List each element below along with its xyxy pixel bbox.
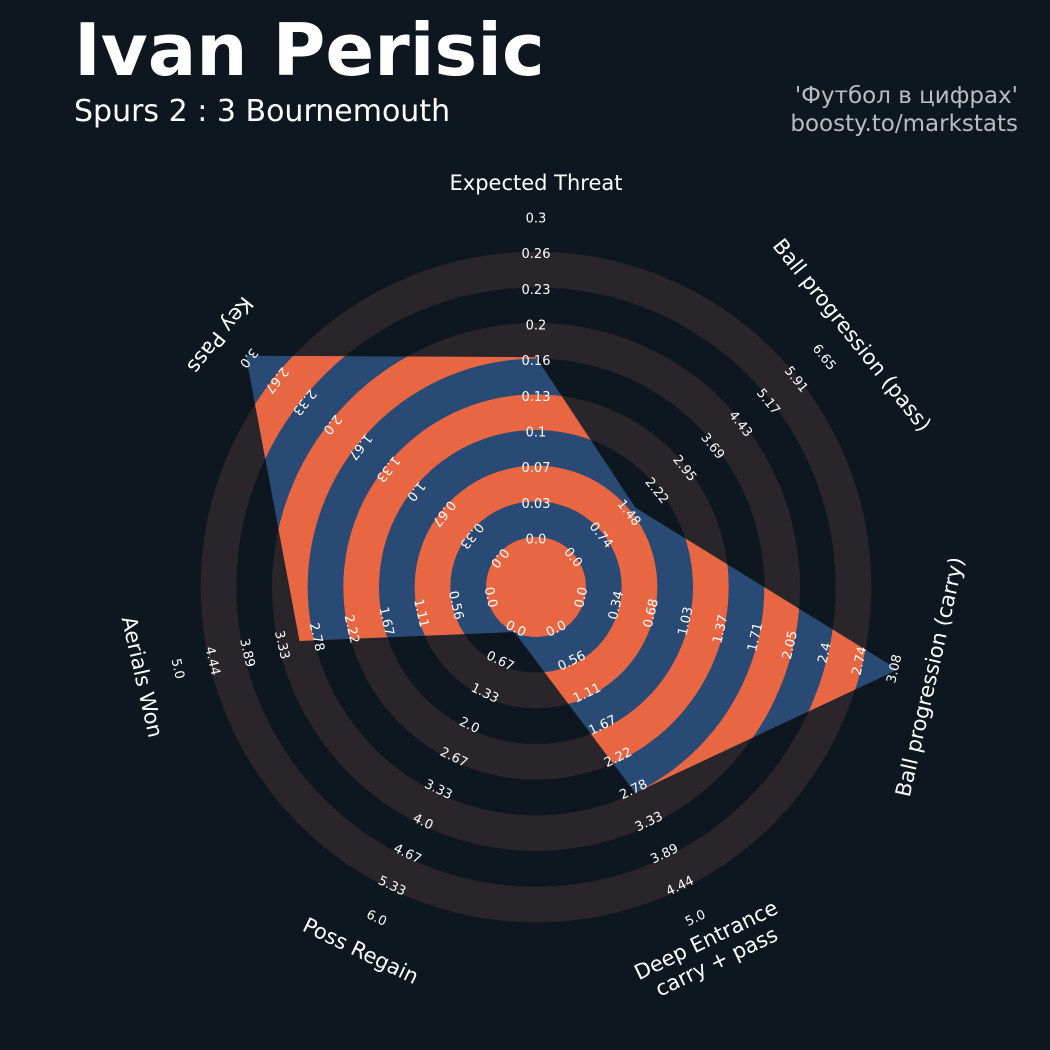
tick-label-2-2: 0.68	[641, 598, 662, 630]
tick-label-2-4: 1.37	[710, 613, 731, 645]
credit-line-channel: 'Футбол в цифрах'	[794, 83, 1018, 109]
tick-label-0-7: 0.23	[522, 283, 551, 298]
tick-label-2-3: 1.03	[676, 606, 697, 638]
credit-block: 'Футбол в цифрах' boosty.to/markstats	[790, 82, 1018, 138]
tick-label-2-6: 2.05	[780, 629, 801, 661]
tick-label-5-6: 3.33	[271, 629, 292, 661]
axis-label-0: Expected Threat	[450, 171, 623, 195]
tick-label-2-1: 0.34	[606, 590, 627, 622]
tick-label-5-7: 3.89	[236, 637, 257, 669]
tick-label-5-4: 2.22	[341, 613, 362, 645]
axis-label-5: Aerials Won	[117, 614, 168, 740]
polygon-stripe-0	[486, 537, 586, 637]
tick-label-4-9: 6.0	[364, 907, 389, 929]
axis-label-5-line-0: Aerials Won	[117, 614, 168, 740]
tick-label-5-9: 5.0	[168, 657, 187, 681]
axis-label-2: Ball progression (carry)	[891, 555, 969, 799]
axis-label-4: Poss Regain	[299, 913, 422, 989]
tick-label-0-0: 0.0	[526, 533, 547, 548]
axis-label-2-line-0: Ball progression (carry)	[891, 555, 969, 799]
tick-label-5-3: 1.67	[375, 606, 396, 638]
tick-label-0-9: 0.3	[526, 212, 547, 227]
tick-label-5-8: 4.44	[201, 645, 222, 677]
tick-label-2-7: 2.4	[816, 641, 835, 665]
credit-line-url: boosty.to/markstats	[790, 111, 1018, 138]
tick-label-5-5: 2.78	[306, 621, 327, 653]
tick-label-0-4: 0.13	[522, 390, 551, 405]
axis-label-3: Deep Entrancecarry + pass	[631, 896, 792, 1007]
tick-label-5-2: 1.11	[410, 598, 431, 630]
tick-label-0-3: 0.1	[526, 426, 547, 441]
tick-label-5-1: 0.56	[445, 590, 466, 622]
tick-label-0-5: 0.16	[522, 354, 551, 369]
tick-label-0-8: 0.26	[522, 247, 551, 262]
axis-label-4-line-0: Poss Regain	[299, 913, 422, 989]
page-title: Ivan Perisic	[74, 8, 545, 92]
tick-label-0-2: 0.07	[522, 461, 551, 476]
tick-label-1-9: 6.65	[809, 342, 839, 374]
tick-label-3-9: 5.0	[683, 907, 708, 929]
player-polygon	[245, 355, 898, 793]
axis-label-0-line-0: Expected Threat	[450, 171, 623, 195]
match-subtitle: Spurs 2 : 3 Bournemouth	[74, 94, 451, 129]
tick-label-2-9: 3.08	[884, 653, 905, 685]
tick-label-5-0: 0.0	[481, 586, 500, 610]
tick-label-0-6: 0.2	[526, 319, 547, 334]
tick-label-2-0: 0.0	[572, 586, 591, 610]
tick-label-2-5: 1.71	[745, 621, 766, 653]
tick-label-2-8: 2.74	[849, 645, 870, 677]
tick-label-0-1: 0.03	[522, 497, 551, 512]
